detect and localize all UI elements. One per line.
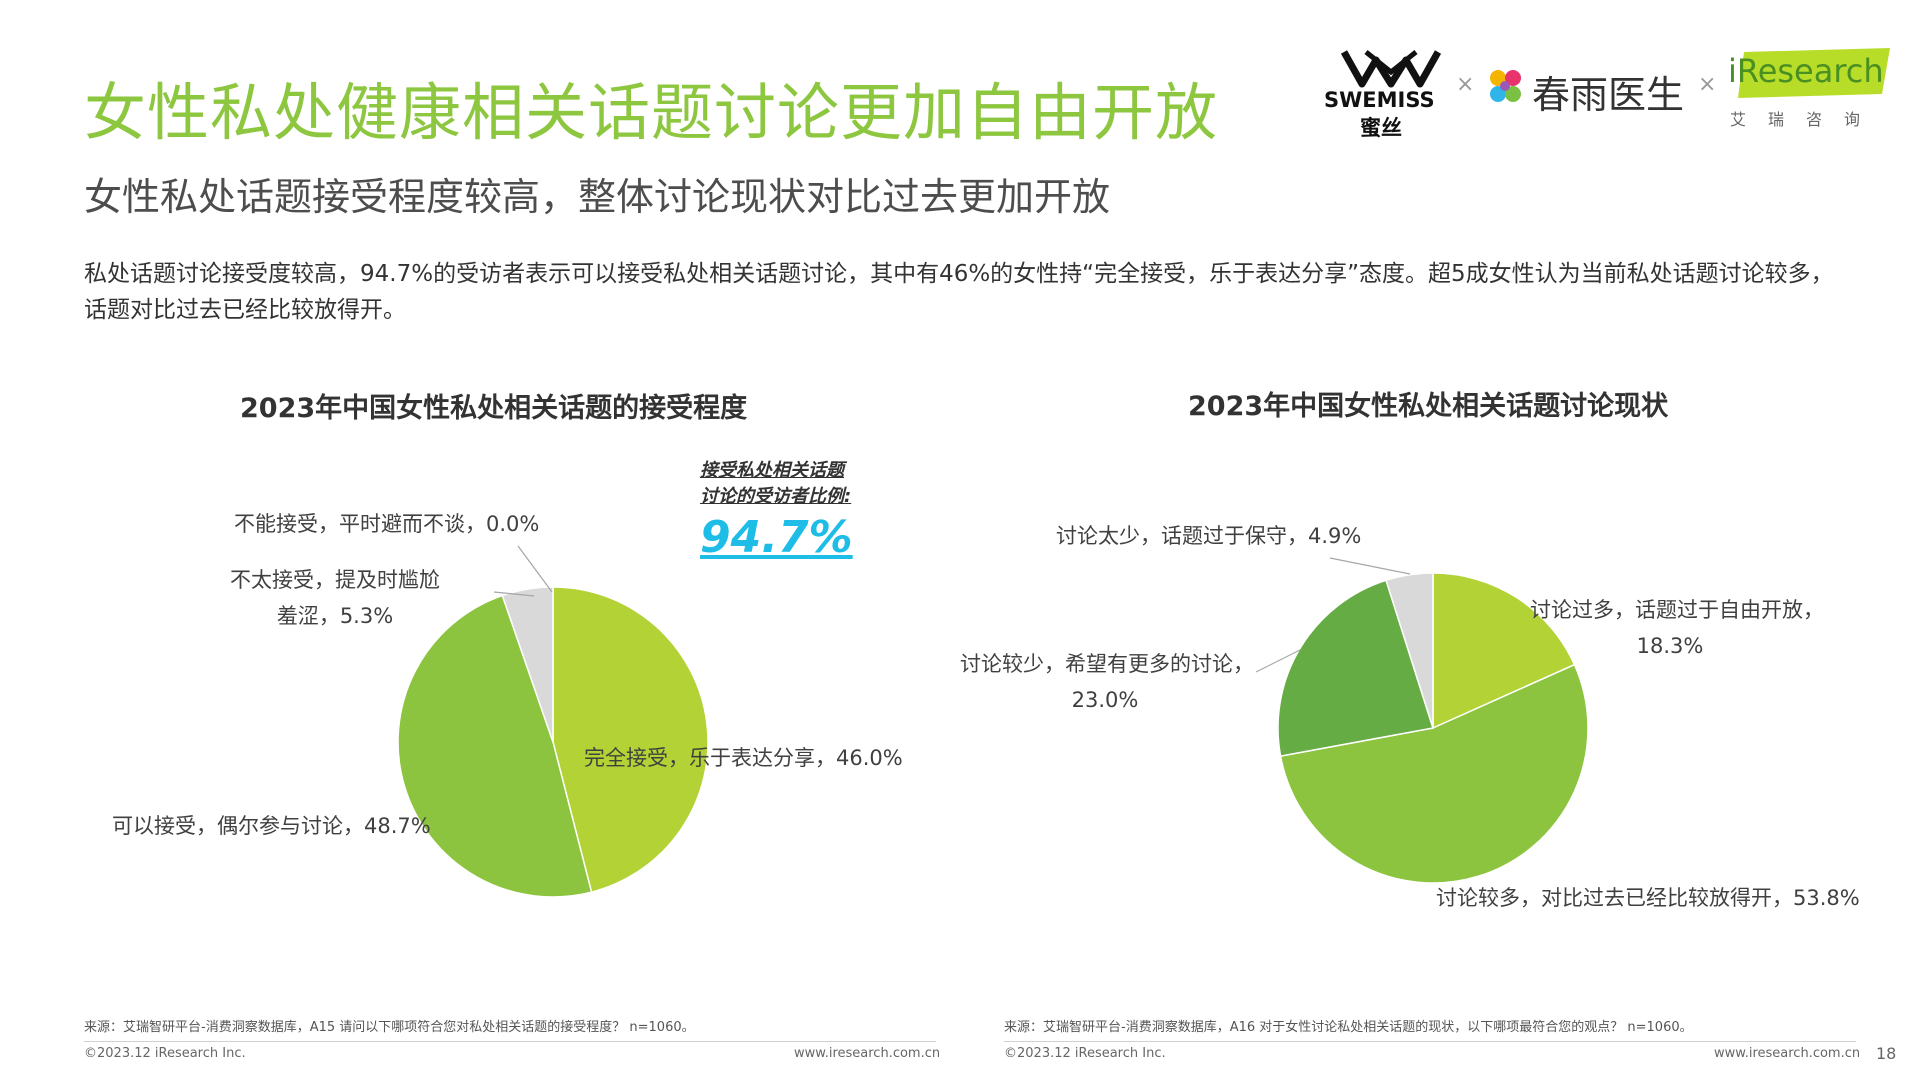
footer-divider-left xyxy=(84,1041,936,1042)
label-too-much-value: 18.3% xyxy=(1636,634,1704,658)
label-too-much-text: 讨论过多，话题过于自由开放 xyxy=(1530,598,1803,622)
acceptance-callout: 接受私处相关话题 讨论的受访者比例: 94.7% xyxy=(700,458,853,563)
iresearch-logo-bg xyxy=(1738,48,1890,98)
label-more: 讨论较多，对比过去已经比较放得开，53.8% xyxy=(1436,886,1860,910)
chart2-title: 2023年中国女性私处相关话题讨论现状 xyxy=(1188,391,1669,422)
label-slightly-text-1: 不太接受，提及时尴尬 xyxy=(230,568,440,592)
footer-divider-right xyxy=(1004,1041,1856,1042)
label-not-accept: 不能接受，平时避而不谈，0.0% xyxy=(234,512,540,536)
pie-chart-discussion xyxy=(1277,572,1589,884)
pie2-slice-2 xyxy=(1277,579,1434,757)
leader-line-fewer xyxy=(1255,649,1301,673)
swemiss-logo-text: SWEMISS xyxy=(1324,88,1435,112)
label-fewer: 讨论较少，希望有更多的讨论， 23.0% xyxy=(960,646,1254,718)
label-fully-value: 46.0% xyxy=(836,746,903,770)
label-too-much: 讨论过多，话题过于自由开放， 18.3% xyxy=(1530,592,1824,664)
label-not-accept-value: 0.0% xyxy=(486,512,540,536)
label-too-few-text: 讨论太少，话题过于保守 xyxy=(1056,524,1287,548)
iresearch-logo-cn: 艾瑞咨询 xyxy=(1730,110,1883,129)
times-sign-1: × xyxy=(1456,72,1475,97)
page-title: 女性私处健康相关话题讨论更加自由开放 xyxy=(84,76,1219,149)
chunyu-logo-text: 春雨医生 xyxy=(1532,73,1685,117)
pie1-slice-1 xyxy=(397,594,593,898)
callout-value: 94.7% xyxy=(700,512,853,563)
swemiss-logo-mark xyxy=(1340,50,1442,88)
page-number: 18 xyxy=(1876,1044,1897,1063)
swemiss-logo-cn: 蜜丝 xyxy=(1360,116,1402,140)
pie1-slice-0 xyxy=(552,586,709,894)
description-text: 私处话题讨论接受度较高，94.7%的受访者表示可以接受私处相关话题讨论，其中有4… xyxy=(84,261,1834,323)
label-more-text: 讨论较多，对比过去已经比较放得开 xyxy=(1436,886,1772,910)
copyright-right: ©2023.12 iResearch Inc. xyxy=(1004,1046,1166,1061)
label-too-few-value: 4.9% xyxy=(1308,524,1362,548)
label-can-text: 可以接受，偶尔参与讨论 xyxy=(112,814,343,838)
leader-line-too-few xyxy=(1329,557,1411,575)
chunyu-flower-icon xyxy=(1490,70,1521,102)
label-can-accept: 可以接受，偶尔参与讨论，48.7% xyxy=(112,814,431,838)
pie1-slice-2 xyxy=(501,586,554,743)
partner-logos: SWEMISS 蜜丝 × 春雨医生 × iResearch 艾瑞咨询 xyxy=(1320,40,1900,150)
pie2-slice-0 xyxy=(1432,572,1576,730)
callout-label-2: 讨论的受访者比例: xyxy=(700,486,852,507)
leader-line-not-accept xyxy=(517,545,553,593)
label-slightly-value: 5.3% xyxy=(339,604,394,628)
label-slightly-text-2: 羞涩 xyxy=(276,604,319,628)
times-sign-2: × xyxy=(1698,72,1717,97)
label-fully-text: 完全接受，乐于表达分享 xyxy=(584,746,815,770)
pie2-slice-1 xyxy=(1279,663,1589,884)
label-not-accept-text: 不能接受，平时避而不谈 xyxy=(234,512,465,536)
label-fully-accept: 完全接受，乐于表达分享，46.0% xyxy=(584,746,903,770)
page-subtitle: 女性私处话题接受程度较高，整体讨论现状对比过去更加开放 xyxy=(84,175,1111,219)
label-too-few: 讨论太少，话题过于保守，4.9% xyxy=(1056,524,1362,548)
pie2-slice-3 xyxy=(1385,572,1434,729)
website-link-left[interactable]: www.iresearch.com.cn xyxy=(794,1046,941,1061)
website-link-right[interactable]: www.iresearch.com.cn xyxy=(1714,1046,1861,1061)
label-more-value: 53.8% xyxy=(1793,886,1860,910)
source-note-left: 来源：艾瑞智研平台-消费洞察数据库，A15 请问以下哪项符合您对私处相关话题的接… xyxy=(84,1020,695,1035)
pie-chart-acceptance xyxy=(397,586,709,898)
chart1-title: 2023年中国女性私处相关话题的接受程度 xyxy=(240,393,748,424)
label-slightly-accept: 不太接受，提及时尴尬 羞涩，5.3% xyxy=(230,562,440,634)
leader-line-slightly xyxy=(493,591,535,597)
label-fewer-text: 讨论较少，希望有更多的讨论 xyxy=(960,652,1233,676)
copyright-left: ©2023.12 iResearch Inc. xyxy=(84,1046,246,1061)
leader-lines xyxy=(493,545,1411,673)
source-note-right: 来源：艾瑞智研平台-消费洞察数据库，A16 对于女性讨论私处相关话题的现状，以下… xyxy=(1004,1020,1693,1035)
callout-label-1: 接受私处相关话题 xyxy=(700,460,844,481)
iresearch-logo-text: iResearch xyxy=(1728,52,1884,90)
label-can-value: 48.7% xyxy=(364,814,431,838)
label-fewer-value: 23.0% xyxy=(1071,688,1139,712)
